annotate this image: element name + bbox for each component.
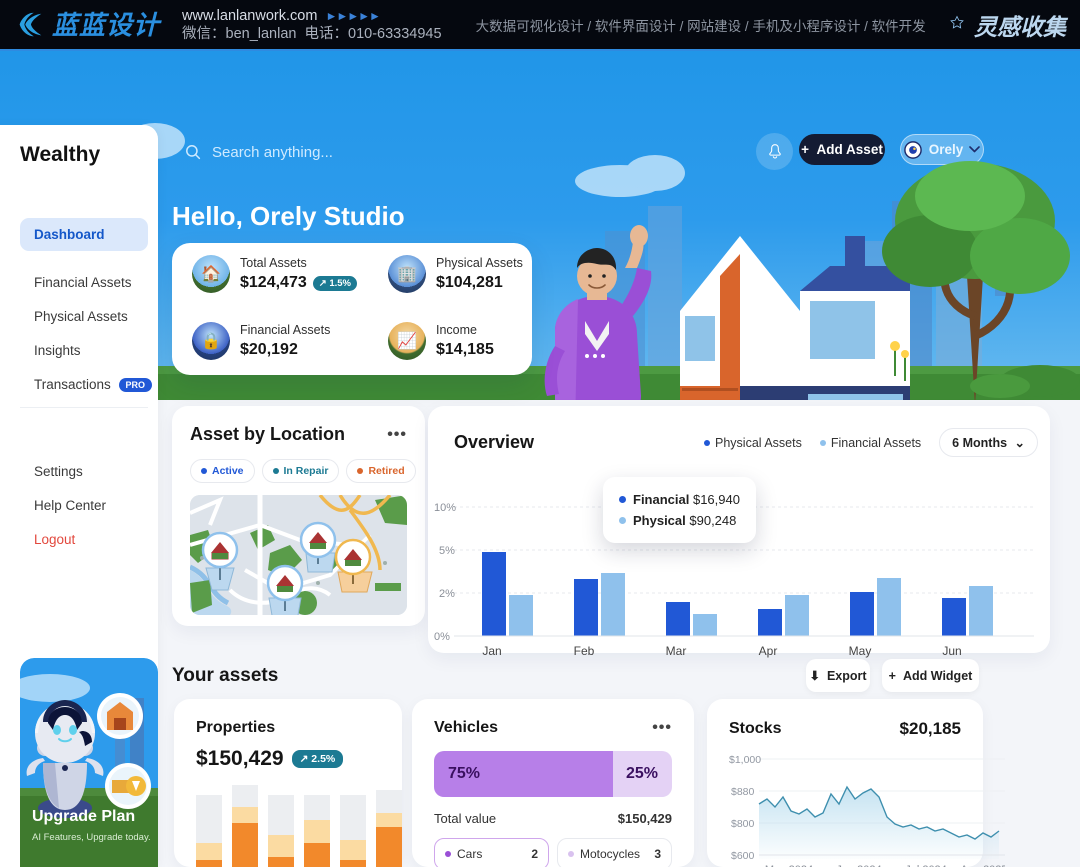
svg-text:May: May [849, 644, 872, 658]
svg-text:0%: 0% [434, 631, 450, 643]
svg-text:$800: $800 [731, 818, 755, 830]
svg-text:2%: 2% [439, 588, 455, 600]
svg-text:Apr: Apr [759, 644, 778, 658]
svg-text:$1,000: $1,000 [729, 754, 761, 766]
svg-text:Mar: Mar [666, 644, 687, 658]
svg-text:$600: $600 [731, 850, 755, 862]
svg-text:Jun: Jun [942, 644, 961, 658]
svg-text:Feb: Feb [574, 644, 595, 658]
svg-text:10%: 10% [434, 502, 456, 514]
svg-text:$880: $880 [731, 786, 755, 798]
svg-text:Jan: Jan [482, 644, 501, 658]
svg-text:5%: 5% [439, 545, 455, 557]
